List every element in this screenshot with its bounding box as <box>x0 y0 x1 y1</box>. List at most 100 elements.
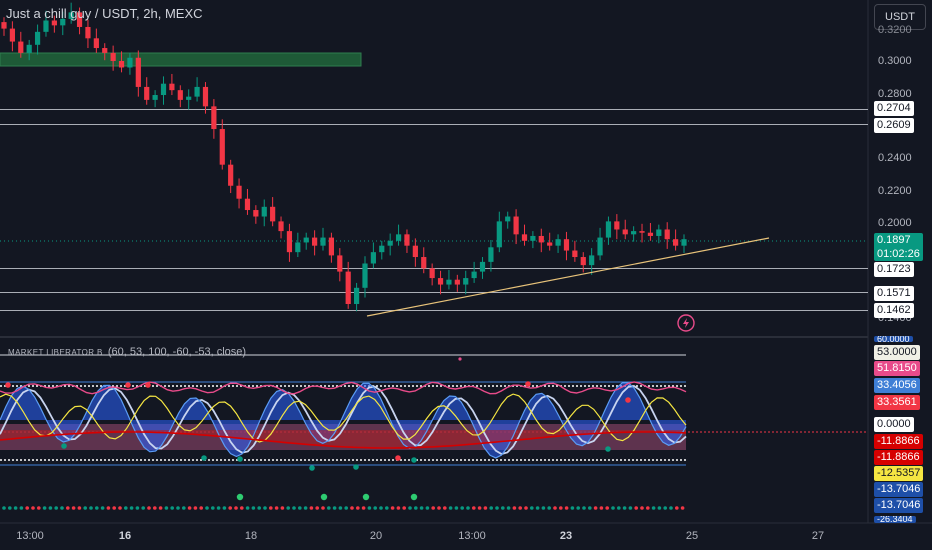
candle-body <box>395 234 402 241</box>
candle-body <box>496 221 502 248</box>
osc-pink-line <box>0 381 687 395</box>
osc-strip-dot <box>19 506 24 510</box>
osc-strip-dot <box>31 506 35 510</box>
osc-buy-dot <box>362 493 370 501</box>
bar-countdown: 01:02:26 <box>877 248 920 260</box>
osc-buy-dot <box>410 493 418 501</box>
osc-strip-dot <box>501 506 505 510</box>
candle-body <box>656 229 662 236</box>
horizontal-levels[interactable] <box>0 109 868 311</box>
osc-strip-dot <box>182 506 186 510</box>
candle-body <box>639 231 645 233</box>
osc-strip-dot <box>611 506 615 510</box>
currency-button[interactable]: USDT <box>874 4 926 30</box>
osc-strip-dot <box>518 506 522 510</box>
candle-body <box>278 221 284 232</box>
candlestick-series[interactable] <box>1 2 687 312</box>
osc-strip-dot <box>547 506 551 510</box>
osc-signal-dot <box>5 382 11 388</box>
resistance-zone[interactable] <box>0 52 362 67</box>
osc-strip-dot <box>135 506 140 510</box>
candle-body <box>362 263 368 288</box>
time-tick: 25 <box>685 530 699 542</box>
candle-body <box>404 234 410 246</box>
time-tick: 23 <box>559 530 573 542</box>
osc-strip-dot <box>251 506 256 510</box>
osc-strip-dot <box>524 506 528 510</box>
time-tick: 27 <box>811 530 825 542</box>
lightning-icon[interactable] <box>677 314 695 332</box>
level-label: 0.2704 <box>874 101 914 116</box>
osc-strip-dot <box>89 506 93 510</box>
osc-strip-dot <box>431 506 436 510</box>
ind-value-partial: -26.3404 <box>874 516 916 523</box>
osc-buy-dot <box>320 493 328 501</box>
osc-strip-dot <box>390 506 395 510</box>
osc-strip-dot <box>553 506 557 510</box>
candle-body <box>202 86 209 107</box>
candle-body <box>43 20 49 32</box>
osc-strip-dot <box>419 506 424 510</box>
osc-strip-dot <box>622 506 627 510</box>
osc-strip-dot <box>315 506 320 510</box>
price-tick: 0.2800 <box>878 88 912 100</box>
osc-strip-dot <box>228 506 232 510</box>
candle-body <box>622 229 628 235</box>
oscillator-pane[interactable] <box>0 354 868 510</box>
osc-strip-dot <box>559 506 563 510</box>
candle-body <box>563 239 570 251</box>
ind-value: -13.7046 <box>874 482 924 497</box>
ascending-trendline[interactable] <box>366 237 770 317</box>
osc-strip-dot <box>211 506 215 510</box>
osc-strip-dot <box>535 506 540 510</box>
osc-strip-dot <box>176 506 180 510</box>
candle-body <box>446 279 452 285</box>
ind-value: -11.8866 <box>874 450 923 465</box>
osc-strip-dot <box>495 506 499 510</box>
osc-strip-dot <box>454 506 459 510</box>
osc-blue-line <box>0 381 687 459</box>
osc-strip-dot <box>373 506 378 510</box>
osc-strip-dot <box>66 506 70 510</box>
candle-body <box>135 57 141 87</box>
osc-strip-dot <box>147 506 151 510</box>
candle-body <box>471 271 477 279</box>
candle-body <box>421 257 427 269</box>
time-tick: 13:00 <box>16 530 44 542</box>
price-tick: 0.3000 <box>878 55 912 67</box>
candle-body <box>295 242 301 253</box>
osc-strip-dot <box>263 506 267 510</box>
osc-strip-dot <box>205 506 209 510</box>
candle-body <box>580 257 586 266</box>
osc-strip-dot <box>8 506 12 510</box>
ind-value: 53.0000 <box>874 345 920 360</box>
osc-strip-dot <box>472 506 476 510</box>
osc-signal-dot <box>61 443 67 449</box>
candle-body <box>681 239 687 246</box>
chart-title[interactable]: Just a chill guy / USDT, 2h, MEXC <box>6 6 203 21</box>
osc-signal-dot <box>395 455 401 461</box>
osc-strip-dot <box>274 506 279 510</box>
osc-strip-dot <box>124 506 128 510</box>
osc-buy-dot <box>236 493 244 501</box>
osc-strip-dot <box>303 506 308 510</box>
osc-strip-dot <box>588 506 592 510</box>
candle-body <box>303 237 309 243</box>
candle-body <box>605 221 612 238</box>
osc-strip-dot <box>42 506 47 510</box>
price-tick: 0.2400 <box>878 152 912 164</box>
candle-body <box>186 96 192 100</box>
indicator-legend[interactable]: MARKET LIBERATOR B (60, 53, 100, -60, -5… <box>8 346 246 358</box>
osc-strip-dot <box>77 506 82 510</box>
osc-signal-dot <box>605 446 611 452</box>
candle-body <box>76 12 83 27</box>
candle-body <box>454 279 460 285</box>
osc-strip-dot <box>640 506 644 510</box>
osc-strip-dot <box>617 506 621 510</box>
candle-body <box>328 237 335 256</box>
osc-strip-dot <box>651 506 656 510</box>
osc-red-area <box>0 430 686 448</box>
candle-body <box>160 83 167 96</box>
last-price-label: 0.1897 01:02:26 <box>874 233 923 261</box>
